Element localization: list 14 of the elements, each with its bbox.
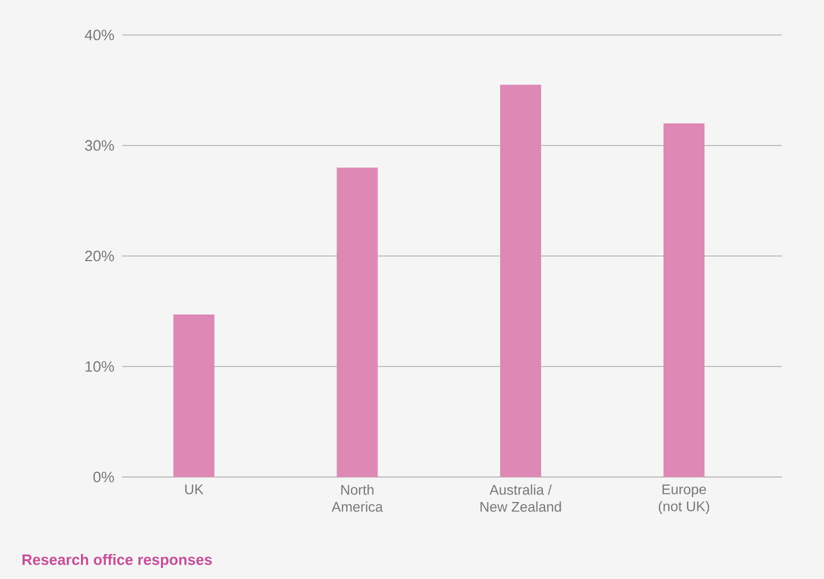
x-tick-label: Europe (not UK) xyxy=(658,484,710,514)
bar xyxy=(663,123,704,477)
y-tick-label: 20% xyxy=(85,250,114,262)
y-tick-label: 10% xyxy=(86,361,114,372)
y-tick-label: 30% xyxy=(85,140,114,151)
text: Research office responses xyxy=(22,554,212,568)
x-tick-label: North America xyxy=(332,484,383,512)
y-tick-label: 40% xyxy=(84,30,114,40)
y-tick-label: 0% xyxy=(93,472,114,482)
bar xyxy=(173,314,214,477)
bar xyxy=(336,168,378,477)
x-tick-label: UK xyxy=(185,484,204,494)
x-tick-label: Australia / New Zealand xyxy=(480,484,561,512)
bar xyxy=(500,84,542,477)
